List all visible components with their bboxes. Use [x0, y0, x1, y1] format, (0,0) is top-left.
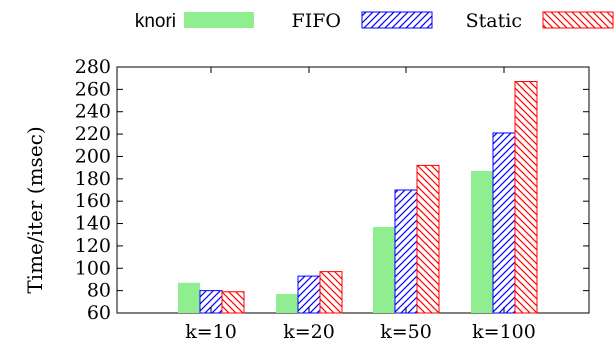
bar-static-k50: [416, 164, 440, 314]
bar-fifo-k50: [394, 189, 418, 314]
bar-static-k100: [514, 81, 538, 314]
plot-area: [116, 66, 590, 314]
y-tick-label: 180: [75, 168, 111, 190]
y-tick-label: 60: [87, 302, 111, 324]
x-tick-label: k=20: [283, 321, 335, 343]
y-tick-label: 280: [75, 56, 111, 78]
bar-knori-k10: [178, 282, 200, 313]
legend-swatch: [361, 11, 433, 29]
bar-fifo-k100: [492, 132, 516, 314]
y-tick-label: 120: [75, 235, 111, 257]
legend-swatch: [184, 12, 254, 28]
x-tick-label: k=10: [185, 321, 237, 343]
legend: knori FIFO Static: [135, 10, 614, 32]
y-tick-label: 140: [75, 213, 111, 235]
bar-static-k10: [221, 291, 245, 314]
y-tick-label: 200: [75, 145, 111, 167]
bar-knori-k100: [471, 170, 493, 313]
legend-swatch: [542, 11, 614, 29]
legend-item-knori: knori: [135, 11, 254, 32]
y-tick-label: 260: [75, 78, 111, 100]
legend-label: knori: [135, 11, 176, 32]
y-axis-title: Time/iter (msec): [23, 126, 47, 293]
y-tick-label: 240: [75, 101, 111, 123]
x-tick-label: k=50: [380, 321, 432, 343]
legend-label: FIFO: [292, 10, 341, 32]
bar-knori-k20: [276, 293, 298, 313]
bar-static-k20: [319, 271, 343, 314]
legend-label: Static: [466, 10, 522, 32]
legend-item-static: Static: [466, 10, 614, 32]
y-tick-label: 160: [75, 190, 111, 212]
bar-knori-k50: [373, 226, 395, 313]
y-tick-label: 220: [75, 123, 111, 145]
legend-item-fifo: FIFO: [292, 10, 433, 32]
y-tick-label: 80: [87, 280, 111, 302]
x-axis: k=10 k=20 k=50 k=100: [185, 67, 536, 343]
x-tick-label: k=100: [472, 321, 536, 343]
plot-frame: [116, 66, 590, 314]
y-tick-label: 100: [75, 257, 111, 279]
